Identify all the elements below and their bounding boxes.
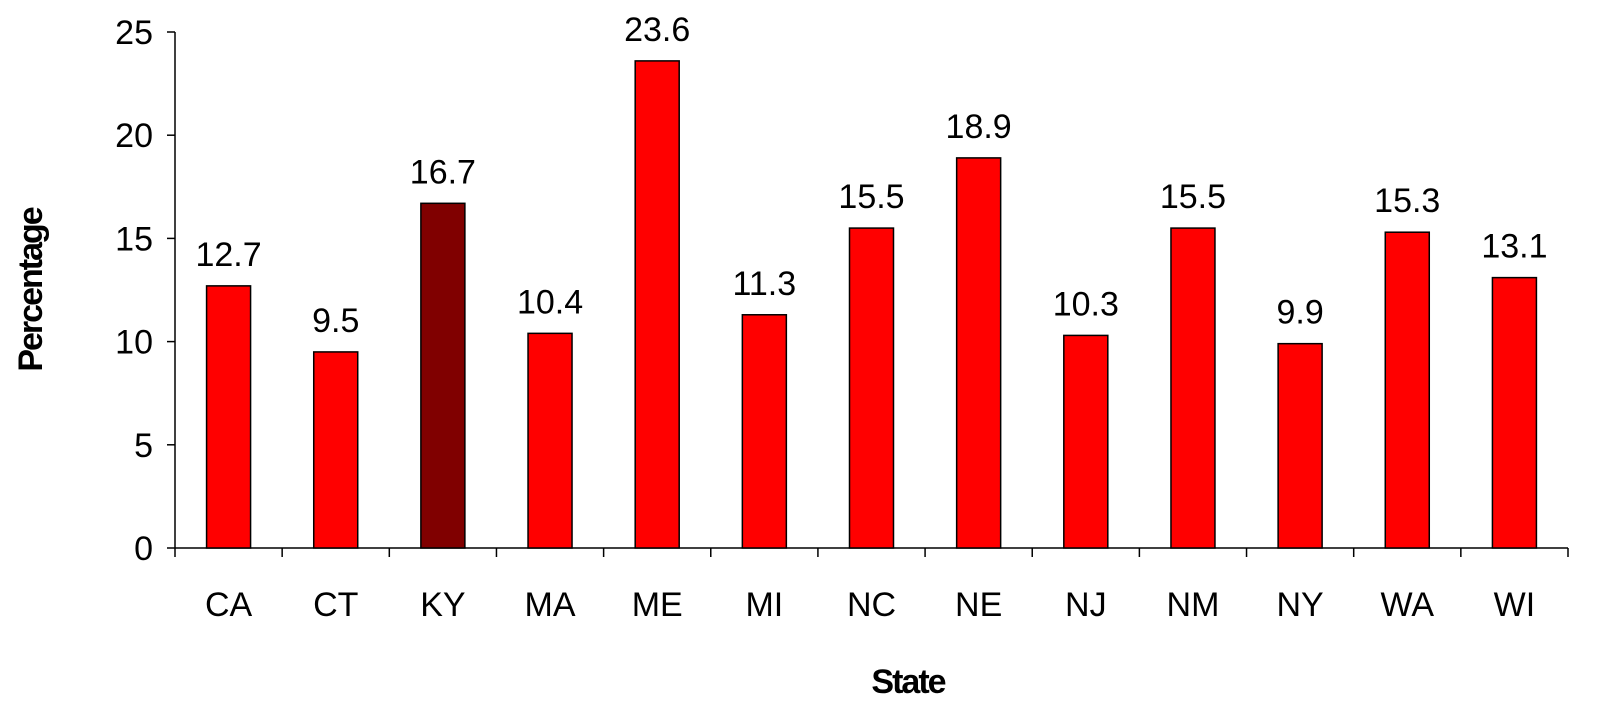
bar-ne: [955, 157, 1002, 549]
data-labels: 12.7 9.5 16.7 10.4 23.6 11.3 15.5 18.9 10.3 15.5 9…: [195, 11, 1547, 340]
x-tick-label: NJ: [1065, 586, 1107, 624]
x-tick-label: KY: [420, 586, 465, 624]
bar-ky: [420, 202, 466, 549]
x-tick-label: NE: [955, 586, 1002, 624]
y-tick-label: 5: [134, 427, 153, 465]
bar-me: [634, 60, 680, 549]
y-tick-label: 15: [115, 220, 153, 258]
bar-ma: [527, 332, 573, 549]
data-label-nc: 15.5: [838, 178, 904, 216]
data-label-me: 23.6: [624, 11, 690, 49]
bar-wi: [1491, 276, 1538, 549]
data-label-ma: 10.4: [517, 283, 583, 321]
x-tick-label: WA: [1381, 586, 1435, 624]
y-axis: 0 5 10 15 20 25: [115, 14, 176, 568]
x-tick-label: NY: [1276, 586, 1323, 624]
data-label-nm: 15.5: [1160, 178, 1226, 216]
bar-ny: [1277, 342, 1323, 549]
x-axis: CA CT KY MA ME MI NC NE NJ NM NY WA WI: [174, 547, 1569, 624]
y-tick-label: 20: [115, 117, 153, 155]
x-tick-label: CA: [205, 586, 253, 624]
y-axis-title: Percentage: [12, 207, 50, 371]
data-label-nj: 10.3: [1053, 285, 1119, 323]
data-label-ca: 12.7: [195, 236, 261, 274]
bar-nm: [1170, 227, 1216, 549]
x-tick-label: CT: [313, 586, 358, 624]
data-label-mi: 11.3: [733, 265, 797, 303]
data-label-ky: 16.7: [410, 153, 476, 191]
data-label-wa: 15.3: [1374, 182, 1440, 220]
x-tick-label: WI: [1494, 586, 1536, 624]
x-tick-label: NC: [847, 586, 896, 624]
x-axis-title: State: [871, 663, 945, 701]
data-label-ne: 18.9: [946, 108, 1012, 146]
bars: [205, 60, 1538, 549]
data-label-ct: 9.5: [312, 302, 359, 340]
y-tick-label: 0: [134, 530, 153, 568]
bar-wa: [1384, 231, 1431, 549]
x-tick-label: NM: [1167, 586, 1220, 624]
x-tick-label: MI: [745, 586, 783, 624]
data-label-ny: 9.9: [1276, 294, 1323, 332]
y-tick-label: 10: [115, 324, 153, 362]
x-tick-label: MA: [525, 586, 576, 624]
bar-ca: [205, 285, 252, 549]
bar-mi: [741, 314, 788, 549]
y-tick-label: 25: [115, 14, 153, 52]
x-tick-label: ME: [632, 586, 683, 624]
bar-nc: [848, 227, 895, 549]
data-label-wi: 13.1: [1481, 228, 1547, 266]
bar-ct: [312, 351, 359, 549]
bar-nj: [1063, 334, 1109, 549]
